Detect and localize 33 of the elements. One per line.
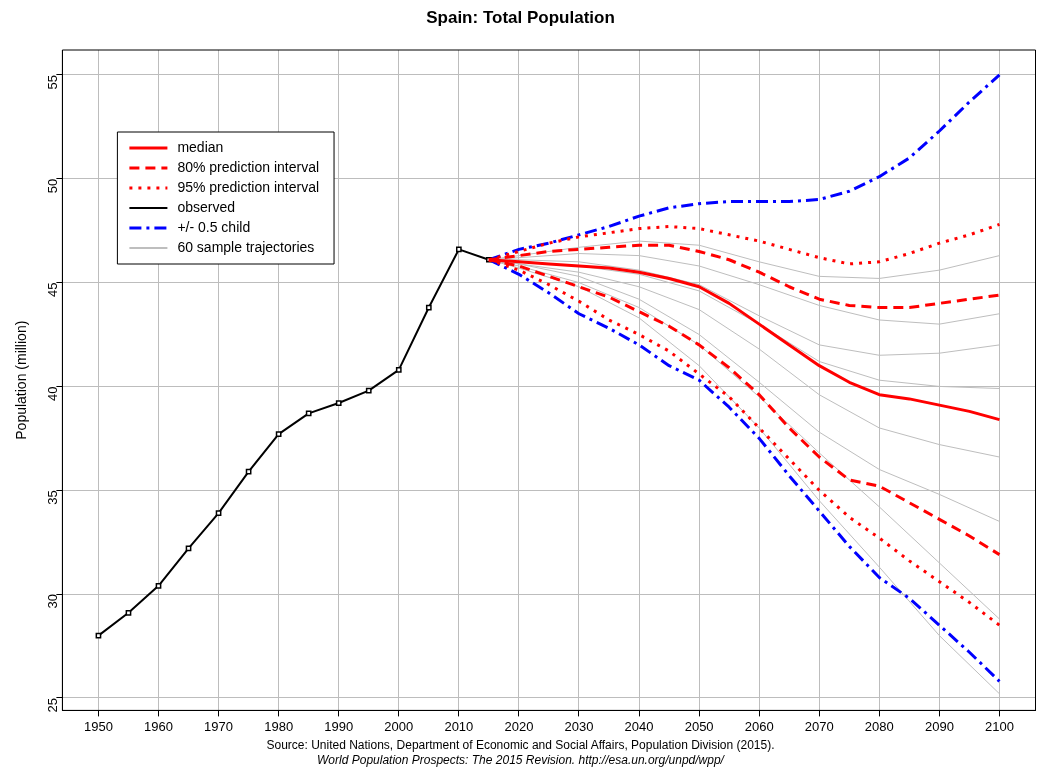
y-tick-label: 40 (44, 386, 60, 401)
x-tick-label: 2080 (864, 718, 894, 734)
x-tick-label: 1990 (324, 718, 354, 734)
legend-label: observed (177, 198, 235, 215)
x-tick-label: 1980 (264, 718, 294, 734)
y-tick-label: 50 (44, 178, 60, 194)
x-tick-label: 2060 (744, 718, 774, 734)
y-tick-label: 30 (44, 594, 60, 609)
text: World Population Prospects: The 2015 Revision. http://esa.un.org/unpd/wpp/ (316, 753, 726, 768)
x-tick-label: 2070 (804, 718, 834, 734)
x-tick-label: 1950 (83, 718, 113, 734)
source-note: Source: United Nations, Department of Economic and Social Affairs, Population Division (2015). (265, 738, 776, 753)
y-tick-label: 35 (44, 490, 60, 505)
y-tick-label: 45 (44, 282, 60, 298)
legend-label: +/- 0.5 child (177, 218, 251, 235)
y-tick-label: 25 (44, 697, 60, 713)
x-tick-label: 2020 (504, 718, 534, 734)
x-tick-label: 2030 (564, 718, 594, 734)
x-tick-label: 2010 (444, 718, 474, 734)
legend-label: 95% prediction interval (177, 178, 320, 195)
x-tick-label: 2050 (684, 718, 714, 734)
legend-label: median (177, 138, 224, 155)
x-tick-label: 1960 (144, 718, 173, 734)
y-tick-label: 55 (44, 74, 60, 90)
x-tick-label: 2090 (924, 718, 954, 734)
y-axis-title: Population (million) (13, 320, 30, 440)
legend-label: 60 sample trajectories (177, 238, 315, 255)
x-tick-label: 2000 (384, 718, 414, 734)
x-tick-label: 2100 (985, 718, 1014, 734)
chart-title: Spain: Total Population (425, 8, 616, 28)
x-tick-label: 2040 (624, 718, 654, 734)
x-tick-label: 1970 (204, 718, 234, 734)
legend-label: 80% prediction interval (177, 158, 320, 175)
